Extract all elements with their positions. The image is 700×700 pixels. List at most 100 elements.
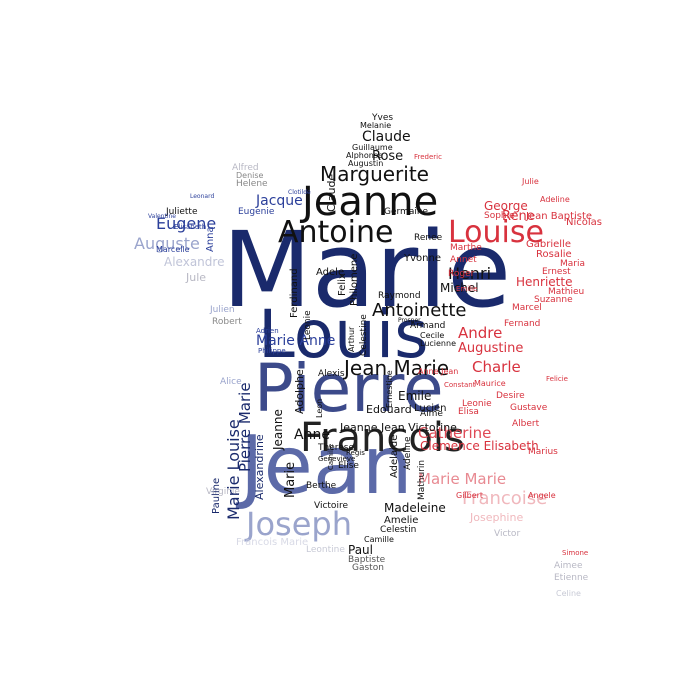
word-etienne: Etienne [554,573,589,583]
word-simone: Simone [562,549,589,557]
word-francois-marie: Francois Marie [236,537,309,548]
word-gabrielle: Gabrielle [526,239,571,250]
word-emilie: Emilie [456,285,478,293]
word-marthe: Marthe [450,243,482,253]
word-emile: Emile [398,389,432,403]
word-lucienne: Lucienne [420,339,456,348]
word-leonie: Leonie [462,399,492,409]
word-andre: Andre [458,324,503,342]
word-yves: Yves [372,113,394,123]
word-ernestine: Ernestine [385,370,394,408]
word-angele: Angele [528,491,556,500]
word-rose: Rose [372,149,404,164]
word-robert: Robert [212,317,242,327]
word-edouard: Edouard [366,403,412,416]
word-arthur: Arthur [347,326,356,352]
word-ferdinand: Ferdinand [289,268,300,318]
word-elise: Elise [338,461,359,471]
word-genevieve: Genevieve [318,455,356,463]
word-felicie: Felicie [546,375,568,383]
word-augustine: Augustine [458,341,524,356]
word-therese: Therese [318,443,355,453]
word-leonie-v: Leonie [303,310,313,340]
word-baptiste: Baptiste [348,555,386,565]
word-marie-v: Marie [283,461,298,498]
word-berthe: Berthe [306,481,337,491]
word-charle: Charle [472,358,521,376]
word-camille: Camille [364,535,394,544]
word-philippe: Philippe [258,347,286,355]
word-leon: Leon [315,398,324,418]
word-sophie: Sophie [484,211,515,221]
word-roger: Roger [448,269,475,279]
word-maria: Maria [560,259,585,269]
word-aime: Aime [420,409,443,419]
word-philomene: Philomene [349,253,360,306]
word-victoire: Victoire [314,501,348,511]
word-anna: Anna [205,226,216,252]
word-marie-marie: Marie Marie [418,470,507,488]
word-nicolas: Nicolas [566,217,602,228]
word-pauline: Pauline [211,477,222,514]
word-claude-v: Claude [325,173,338,212]
word-renee: Renee [414,233,443,243]
word-marie-anne: Marie Anne [256,333,336,349]
word-jule: Jule [186,271,207,284]
word-alexandre: Alexandre [164,255,225,269]
word-adeline-v: Adeline [403,436,413,471]
word-guillaume: Guillaume [352,143,393,152]
word-francois: Francois [300,415,465,461]
word-marcelle: Marcelle [156,245,190,254]
word-celestin: Celestin [380,525,417,535]
word-clotilde: Clotilde [288,189,311,196]
word-juliette: Juliette [166,207,198,217]
word-eugene: Eugene [156,214,217,233]
word-pierre: Pierre [254,350,444,427]
word-henriette: Henriette [516,275,573,289]
word-paul: Paul [348,543,373,557]
word-joseph: Joseph [246,505,352,543]
word-jean-baptiste: Jean Baptiste [526,211,593,222]
word-alfred: Alfred [232,163,259,173]
word-valentine: Valentine [148,213,176,220]
word-aimee: Aimee [554,561,583,571]
word-suzanne: Suzanne [534,295,573,305]
word-jean: Jean [240,419,413,512]
word-gaston: Gaston [352,563,384,573]
word-julie: Julie [522,177,539,186]
word-marguerite: Marguerite [320,162,429,186]
word-marius: Marius [528,447,558,457]
word-lucien: Lucien [414,403,447,414]
word-jeanne-jean-victorine: Jeanne Jean Victorine [340,421,457,434]
word-marie: Marie [222,209,512,331]
word-leonard: Leonard [190,193,215,200]
word-victor: Victor [494,529,521,539]
word-constant: Constant [444,381,476,389]
word-alexandrine: Alexandrine [253,434,266,500]
word-mathieu: Mathieu [548,287,585,297]
word-adrien: Adrien [256,327,279,335]
word-henri: Henri [448,264,492,283]
word-cecile: Cecile [420,331,445,340]
word-antoinette: Antoinette [372,300,467,321]
word-fernand: Fernand [504,319,541,329]
word-armand: Armand [410,321,446,331]
word-albert: Albert [512,419,540,429]
word-germaine: Germaine [384,207,429,217]
word-jean-marie: Jean Marie [344,356,450,380]
word-elisa: Elisa [458,407,479,417]
word-michel: Michel [440,281,479,295]
word-madeleine: Madeleine [384,501,446,515]
word-marcel: Marcel [512,303,542,313]
word-alexis: Alexis [318,369,345,379]
word-virginie: Virginie [206,487,240,497]
word-amelie: Amelie [384,515,419,526]
word-catherine: Catherine [418,424,492,442]
word-camille-v: Camille [327,443,335,470]
word-raymond: Raymond [378,291,421,301]
word-adelaide: Adelaide [389,434,400,478]
word-antoine: Antoine [278,215,394,250]
word-prosper: Prosper [398,317,421,324]
word-elisabeth: Elisabeth [174,223,207,231]
word-yvonne: Yvonne [404,253,441,264]
